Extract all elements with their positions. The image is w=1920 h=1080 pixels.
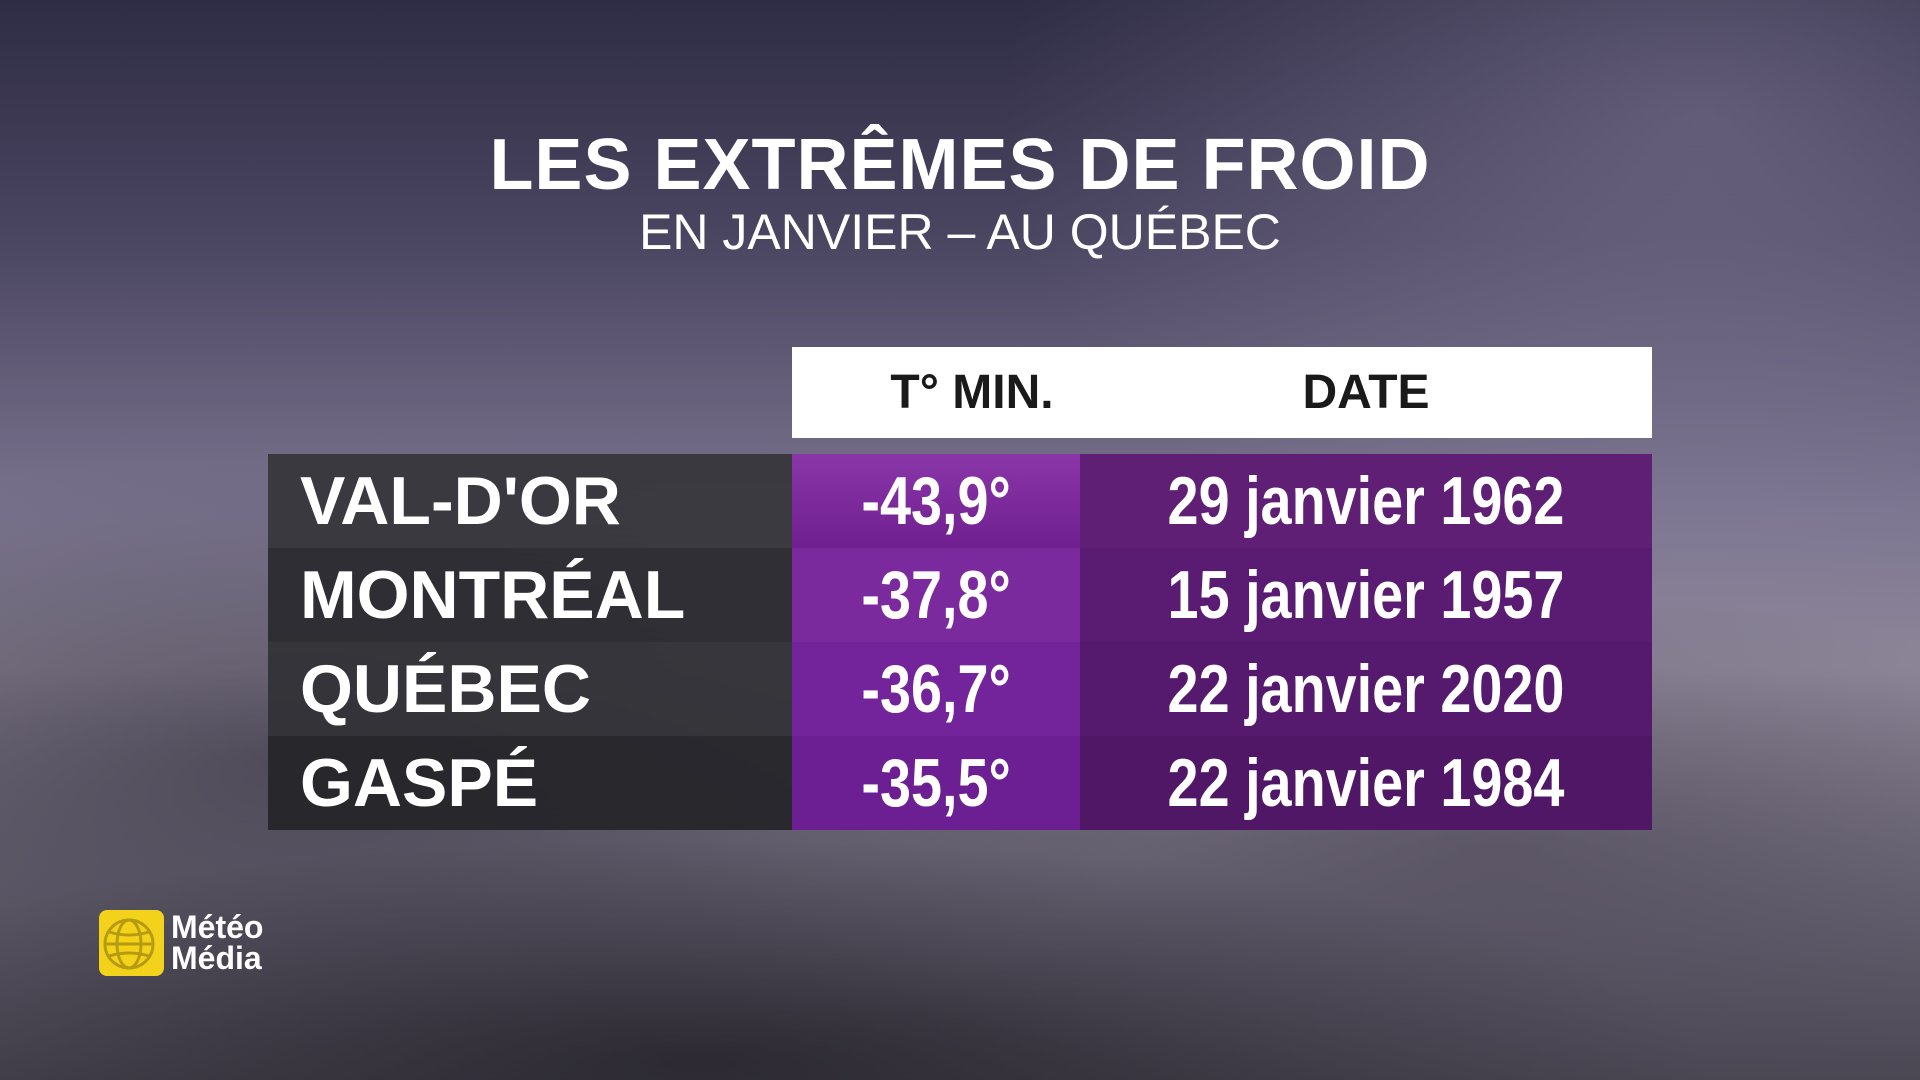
cell-text: 15 janvier 1957 — [1167, 557, 1565, 633]
cell-text: GASPÉ — [300, 745, 539, 821]
logo-text: Météo Média — [171, 909, 264, 976]
cell-text: -37,8° — [861, 557, 1011, 633]
table-header: T° MIN. DATE — [792, 347, 1652, 438]
cell-text: 29 janvier 1962 — [1167, 463, 1565, 539]
table-body: VAL-D'OR -43,9° 29 janvier 1962 MONTRÉAL -37… — [268, 454, 1652, 830]
city-cell: VAL-D'OR — [268, 454, 792, 548]
date-cell: 22 janvier 2020 — [1080, 642, 1652, 736]
cell-text: -35,5° — [861, 745, 1011, 821]
logo-icon — [99, 910, 164, 976]
temperature-cell: -37,8° — [792, 548, 1080, 642]
subtitle: EN JANVIER – AU QUÉBEC — [639, 204, 1281, 260]
date-cell: 29 janvier 1962 — [1080, 454, 1652, 548]
temperature-cell: -36,7° — [792, 642, 1080, 736]
date-cell: 15 janvier 1957 — [1080, 548, 1652, 642]
cell-text: -36,7° — [861, 651, 1011, 727]
column-header: T° MIN. — [890, 366, 1054, 419]
logo-line: Météo — [171, 909, 264, 945]
cell-text: -43,9° — [861, 463, 1011, 539]
city-cell: GASPÉ — [268, 736, 792, 830]
cell-text: QUÉBEC — [300, 651, 591, 727]
title: LES EXTRÊMES DE FROID — [489, 125, 1431, 205]
table-row: GASPÉ -35,5° 22 janvier 1984 — [268, 736, 1652, 830]
cell-text: 22 janvier 2020 — [1167, 651, 1565, 727]
city-cell: QUÉBEC — [268, 642, 792, 736]
logo-globe — [103, 918, 155, 970]
date-cell: 22 janvier 1984 — [1080, 736, 1652, 830]
logo-line: Média — [171, 940, 262, 976]
column-header: DATE — [1302, 366, 1430, 419]
temperature-cell: -43,9° — [792, 454, 1080, 548]
table-row: VAL-D'OR -43,9° 29 janvier 1962 — [268, 454, 1652, 548]
temperature-cell: -35,5° — [792, 736, 1080, 830]
table-row: QUÉBEC -36,7° 22 janvier 2020 — [268, 642, 1652, 736]
cell-text: MONTRÉAL — [300, 557, 686, 633]
city-cell: MONTRÉAL — [268, 548, 792, 642]
cell-text: VAL-D'OR — [300, 463, 621, 539]
cell-text: 22 janvier 1984 — [1167, 745, 1565, 821]
table-row: MONTRÉAL -37,8° 15 janvier 1957 — [268, 548, 1652, 642]
